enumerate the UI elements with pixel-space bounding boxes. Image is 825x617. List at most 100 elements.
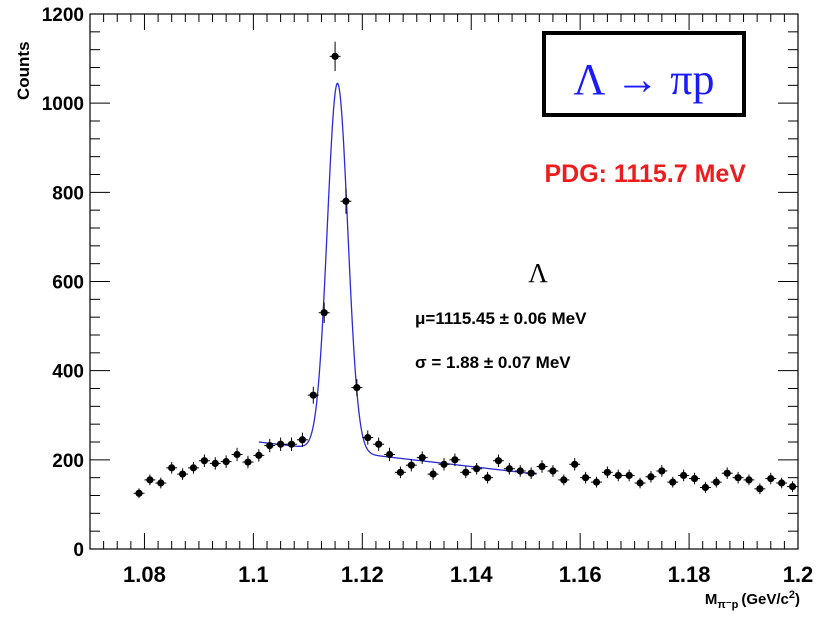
data-point bbox=[242, 455, 254, 469]
data-point-marker bbox=[723, 469, 731, 477]
data-point bbox=[296, 432, 308, 447]
data-point bbox=[634, 477, 646, 489]
data-point bbox=[536, 460, 548, 473]
lambda-symbol: Λ bbox=[528, 258, 548, 288]
data-point-marker bbox=[287, 440, 296, 448]
data-point bbox=[623, 469, 635, 482]
data-point-marker bbox=[505, 465, 513, 473]
decay-label-box bbox=[542, 31, 746, 117]
data-point bbox=[416, 451, 428, 464]
data-point bbox=[318, 302, 330, 323]
data-point bbox=[776, 477, 788, 489]
data-point bbox=[427, 468, 439, 480]
data-point-marker bbox=[157, 479, 165, 487]
data-point-marker bbox=[135, 489, 143, 497]
data-point-marker bbox=[189, 464, 198, 472]
data-point bbox=[699, 482, 711, 493]
data-point-marker bbox=[734, 474, 742, 482]
data-points-layer bbox=[133, 41, 798, 499]
data-point-marker bbox=[745, 476, 753, 484]
data-point bbox=[340, 188, 352, 214]
data-point bbox=[351, 379, 363, 397]
data-point bbox=[580, 471, 592, 484]
data-point-marker bbox=[767, 474, 775, 483]
data-point bbox=[601, 466, 613, 479]
data-point bbox=[275, 437, 287, 451]
x-axis-title-unit: (GeV/c bbox=[741, 591, 789, 608]
data-point bbox=[438, 458, 450, 471]
data-point-marker bbox=[385, 450, 394, 459]
data-point-marker bbox=[473, 465, 481, 473]
data-point-marker bbox=[396, 468, 405, 476]
data-point-marker bbox=[527, 469, 535, 477]
data-point bbox=[493, 454, 504, 467]
x-axis-title-main: M bbox=[705, 591, 718, 608]
data-point-marker bbox=[701, 483, 710, 492]
data-point bbox=[710, 476, 722, 488]
data-point-marker bbox=[690, 474, 699, 483]
x-tick-label: 1.14 bbox=[450, 562, 494, 587]
data-point-marker bbox=[603, 468, 611, 476]
y-tick-label: 600 bbox=[52, 273, 84, 294]
data-point bbox=[384, 447, 395, 462]
data-point bbox=[547, 465, 559, 477]
data-point-marker bbox=[549, 467, 557, 475]
data-point-marker bbox=[331, 52, 339, 60]
data-point bbox=[787, 481, 798, 492]
fit-curve bbox=[258, 82, 537, 475]
data-point-marker bbox=[233, 450, 241, 459]
data-point-marker bbox=[592, 478, 601, 486]
data-point bbox=[155, 477, 167, 489]
data-point-marker bbox=[560, 476, 568, 484]
data-point-marker bbox=[778, 479, 786, 487]
x-tick-label: 1.1 bbox=[238, 562, 269, 587]
data-point-marker bbox=[582, 474, 590, 482]
axes: 1.08 1.1 1.12 1.14 1.16 1.18 1.2 0 200 400 600 800 1… bbox=[42, 5, 814, 587]
data-point bbox=[220, 455, 232, 468]
y-tick-label: 1000 bbox=[42, 94, 84, 115]
data-point bbox=[689, 472, 700, 485]
fit-sigma-text: σ = 1.88 ± 0.07 MeV bbox=[415, 353, 571, 372]
data-point bbox=[754, 483, 766, 495]
data-point bbox=[373, 437, 385, 451]
data-point-marker bbox=[364, 433, 372, 442]
data-point bbox=[253, 449, 265, 462]
data-point bbox=[743, 474, 755, 486]
decay-label: Λ → πp bbox=[574, 55, 715, 104]
y-axis-title: Counts bbox=[14, 41, 33, 100]
data-point-marker bbox=[451, 456, 459, 464]
data-point bbox=[329, 41, 341, 72]
data-point bbox=[460, 466, 472, 479]
data-point-marker bbox=[483, 474, 492, 482]
data-point-marker bbox=[309, 391, 317, 399]
data-point bbox=[612, 469, 624, 482]
data-point bbox=[732, 471, 744, 484]
data-point bbox=[198, 454, 210, 467]
data-point-marker bbox=[168, 464, 176, 472]
data-point-marker bbox=[255, 451, 263, 459]
data-point bbox=[264, 438, 276, 453]
data-point-marker bbox=[277, 440, 285, 448]
data-point-marker bbox=[462, 468, 470, 476]
data-point-marker bbox=[788, 482, 797, 491]
x-tick-label: 1.12 bbox=[341, 562, 384, 587]
data-point bbox=[209, 457, 221, 470]
data-point bbox=[514, 465, 526, 477]
x-axis-title-sub: π⁻p bbox=[717, 599, 738, 611]
data-point bbox=[286, 437, 297, 451]
fit-mu-text: μ=1115.45 ± 0.06 MeV bbox=[415, 309, 587, 328]
data-point bbox=[656, 465, 668, 477]
x-axis-title-end: ) bbox=[795, 591, 800, 608]
data-point bbox=[405, 458, 417, 472]
data-point bbox=[449, 453, 461, 467]
data-point bbox=[177, 468, 189, 480]
data-point-marker bbox=[178, 470, 187, 478]
y-tick-label: 800 bbox=[52, 183, 84, 204]
data-point-marker bbox=[647, 473, 655, 481]
data-point-marker bbox=[320, 309, 328, 317]
data-point-marker bbox=[538, 462, 546, 471]
pdg-annotation: PDG: 1115.7 MeV bbox=[544, 160, 746, 188]
data-point-marker bbox=[571, 460, 579, 468]
data-point bbox=[569, 458, 581, 471]
